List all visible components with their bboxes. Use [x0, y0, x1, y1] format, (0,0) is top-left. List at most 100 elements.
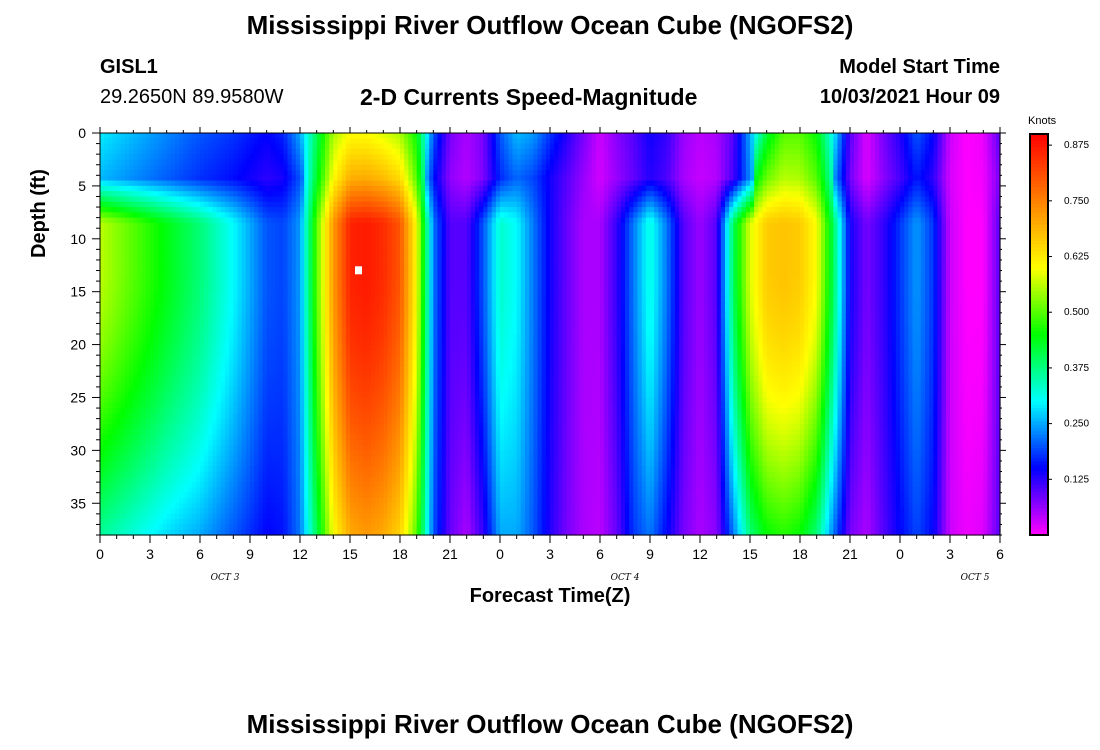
heatmap-cell: [408, 170, 414, 176]
heatmap-cell: [954, 154, 959, 161]
heatmap-cell: [658, 154, 664, 161]
heatmap-cell: [804, 212, 809, 219]
heatmap-cell: [900, 191, 905, 198]
heatmap-cell: [962, 233, 968, 240]
heatmap-cell: [858, 217, 864, 224]
heatmap-cell: [333, 217, 339, 224]
heatmap-cell: [191, 222, 197, 229]
heatmap-cell: [475, 185, 480, 192]
heatmap-cell: [537, 175, 543, 182]
heatmap-cell: [183, 207, 189, 213]
heatmap-cell: [112, 138, 118, 145]
heatmap-cell: [695, 164, 701, 171]
heatmap-cell: [925, 249, 930, 256]
heatmap-cell: [850, 228, 855, 235]
heatmap-cell: [712, 207, 718, 213]
heatmap-cell: [362, 143, 368, 150]
heatmap-cell: [766, 217, 772, 224]
heatmap-cell: [545, 154, 551, 161]
heatmap-cell: [337, 175, 343, 182]
heatmap-cell: [858, 133, 864, 139]
heatmap-cell: [429, 249, 434, 256]
heatmap-cell: [358, 228, 364, 235]
heatmap-cell: [629, 244, 634, 250]
heatmap-cell: [795, 201, 801, 208]
heatmap-cell: [995, 249, 1001, 256]
heatmap-cell: [383, 159, 389, 166]
heatmap-cell: [629, 191, 634, 198]
heatmap-cell: [354, 207, 359, 213]
heatmap-cell: [925, 222, 930, 229]
heatmap-cell: [291, 159, 297, 166]
heatmap-cell: [291, 249, 297, 256]
heatmap-cell: [837, 154, 843, 161]
heatmap-cell: [525, 222, 530, 229]
heatmap-cell: [429, 138, 434, 145]
heatmap-cell: [537, 143, 543, 150]
heatmap-cell: [208, 233, 214, 240]
heatmap-cell: [358, 185, 364, 192]
heatmap-cell: [345, 170, 351, 176]
heatmap-cell: [391, 175, 397, 182]
heatmap-cell: [729, 191, 734, 198]
heatmap-cell: [441, 191, 447, 198]
heatmap-cell: [666, 138, 672, 145]
heatmap-cell: [533, 244, 539, 250]
heatmap-cell: [591, 170, 597, 176]
heatmap-cell: [175, 148, 180, 155]
heatmap-cell: [737, 138, 743, 145]
heatmap-cell: [245, 196, 251, 203]
heatmap-cell: [625, 233, 630, 240]
heatmap-cell: [716, 238, 722, 245]
heatmap-cell: [850, 138, 855, 145]
heatmap-cell: [766, 222, 772, 229]
heatmap-cell: [554, 196, 559, 203]
heatmap-cell: [304, 191, 309, 198]
heatmap-cell: [216, 148, 222, 155]
heatmap-cell: [929, 143, 934, 150]
heatmap-cell: [412, 196, 418, 203]
heatmap-cell: [679, 207, 684, 213]
heatmap-cell: [895, 217, 901, 224]
heatmap-cell: [145, 159, 151, 166]
heatmap-cell: [612, 170, 618, 176]
heatmap-cell: [241, 217, 247, 224]
heatmap-cell: [133, 222, 139, 229]
heatmap-cell: [254, 222, 259, 229]
heatmap-cell: [570, 222, 576, 229]
heatmap-cell: [508, 148, 514, 155]
heatmap-cell: [112, 159, 118, 166]
heatmap-cell: [545, 244, 551, 250]
heatmap-cell: [637, 148, 643, 155]
heatmap-cell: [858, 148, 864, 155]
heatmap-cell: [779, 154, 784, 161]
heatmap-cell: [729, 138, 734, 145]
heatmap-cell: [487, 175, 493, 182]
heatmap-cell: [800, 159, 805, 166]
heatmap-cell: [204, 201, 209, 208]
heatmap-cell: [941, 212, 947, 219]
heatmap-cell: [500, 217, 505, 224]
heatmap-cell: [200, 164, 205, 171]
heatmap-cell: [245, 201, 251, 208]
heatmap-cell: [920, 138, 926, 145]
heatmap-cell: [445, 249, 451, 256]
heatmap-cell: [800, 170, 805, 176]
heatmap-cell: [579, 222, 584, 229]
heatmap-cell: [325, 249, 330, 256]
heatmap-cell: [925, 170, 930, 176]
heatmap-cell: [141, 143, 147, 150]
heatmap-cell: [820, 154, 826, 161]
heatmap-cell: [750, 154, 755, 161]
heatmap-cell: [170, 191, 176, 198]
heatmap-cell: [683, 191, 689, 198]
heatmap-cell: [875, 196, 880, 203]
heatmap-cell: [587, 249, 593, 256]
heatmap-cell: [112, 185, 118, 192]
heatmap-cell: [675, 222, 680, 229]
heatmap-cell: [362, 185, 368, 192]
heatmap-cell: [733, 222, 739, 229]
heatmap-cell: [950, 238, 955, 245]
heatmap-cell: [512, 148, 518, 155]
heatmap-cell: [366, 138, 372, 145]
